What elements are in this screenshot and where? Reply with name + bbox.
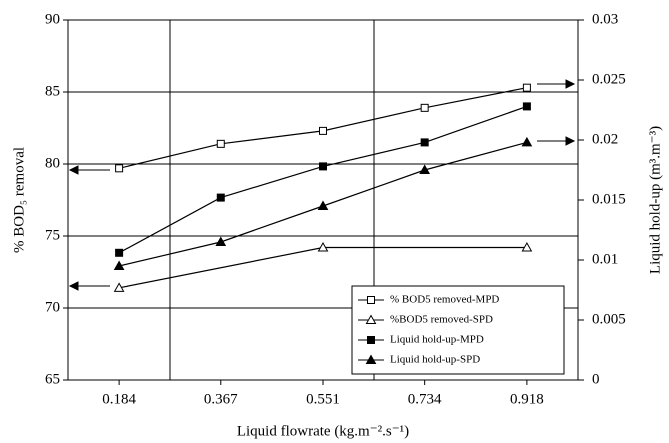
marker <box>319 162 327 171</box>
legend: % BOD5 removed-MPD %BOD5 removed-SPD Liqui… <box>351 285 565 375</box>
legend-label: %BOD5 removed-SPD <box>390 314 493 326</box>
marker <box>521 136 533 147</box>
marker <box>215 236 227 246</box>
legend-label: % BOD5 removed-MPD <box>390 294 499 306</box>
y2-tick-label: 0.01 <box>592 251 618 267</box>
marker <box>420 103 429 112</box>
y2-tick-label: 0 <box>592 371 600 387</box>
marker <box>216 193 225 202</box>
x-tick-label: 0.734 <box>408 391 442 407</box>
marker <box>367 336 375 344</box>
y-tick-label: 75 <box>45 227 60 243</box>
y-tick-label: 90 <box>45 11 60 27</box>
legend-label: Liquid hold-up-MPD <box>390 334 484 346</box>
plot-border <box>67 19 579 381</box>
marker <box>319 126 327 135</box>
marker <box>113 260 125 270</box>
marker <box>113 282 125 292</box>
marker <box>522 102 531 111</box>
marker <box>317 200 329 210</box>
y2-tick-label: 0.03 <box>592 11 618 27</box>
y2-tick-label: 0.02 <box>592 131 618 147</box>
x-tick-label: 0.367 <box>204 391 238 407</box>
y2-tick-label: 0.015 <box>592 191 626 207</box>
marker <box>115 248 124 257</box>
y2-axis-label: Liquid hold-up (m³.m⁻³) <box>647 126 663 274</box>
y-tick-label: 80 <box>45 155 60 171</box>
y-tick-label: 65 <box>45 371 60 387</box>
legend-box <box>351 285 565 375</box>
y-tick-label: 70 <box>45 299 60 315</box>
marker <box>419 164 431 174</box>
marker <box>365 314 377 324</box>
marker <box>420 138 429 147</box>
marker <box>521 242 533 252</box>
y2-tick-label: 0.005 <box>592 311 626 327</box>
marker <box>115 164 124 173</box>
y-axis-label: % BOD₅ removal <box>11 147 27 253</box>
y-tick-label: 85 <box>45 83 60 99</box>
x-tick-label: 0.918 <box>510 391 544 407</box>
marker <box>367 296 375 304</box>
legend-label: Liquid hold-up-SPD <box>390 354 480 366</box>
x-tick-label: 0.551 <box>306 391 340 407</box>
marker <box>365 354 377 364</box>
x-tick-label: 0.184 <box>102 391 136 407</box>
x-axis-label: Liquid flowrate (kg.m⁻².s⁻¹) <box>237 423 409 439</box>
marker <box>317 242 329 252</box>
marker <box>216 139 225 148</box>
y2-tick-label: 0.025 <box>592 71 626 87</box>
marker <box>522 83 531 92</box>
annotation-arrows <box>68 79 576 291</box>
series-line <box>118 246 527 289</box>
